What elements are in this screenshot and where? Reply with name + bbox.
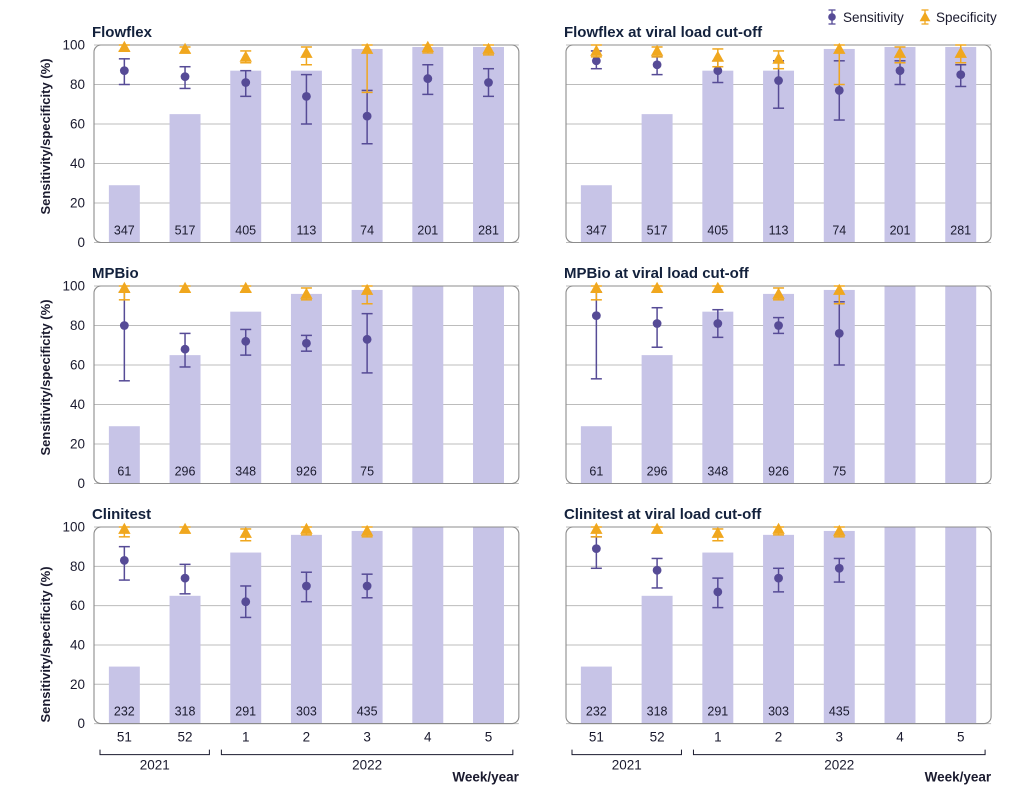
svg-text:405: 405 xyxy=(236,223,257,237)
svg-text:52: 52 xyxy=(650,729,665,744)
svg-text:1: 1 xyxy=(242,729,250,744)
svg-text:75: 75 xyxy=(360,464,374,478)
svg-text:Clinitest at viral load cut-of: Clinitest at viral load cut-off xyxy=(564,505,762,522)
svg-text:51: 51 xyxy=(589,729,604,744)
svg-text:100: 100 xyxy=(63,38,85,53)
svg-text:Week/year: Week/year xyxy=(925,769,992,784)
svg-text:0: 0 xyxy=(78,235,85,250)
svg-text:20: 20 xyxy=(70,676,85,691)
svg-text:4: 4 xyxy=(424,729,432,744)
svg-text:0: 0 xyxy=(78,476,85,491)
svg-text:20: 20 xyxy=(70,195,85,210)
svg-text:100: 100 xyxy=(63,278,85,293)
svg-text:348: 348 xyxy=(708,464,729,478)
svg-text:291: 291 xyxy=(708,704,729,718)
svg-text:5: 5 xyxy=(957,729,965,744)
svg-text:4: 4 xyxy=(897,729,905,744)
svg-text:347: 347 xyxy=(586,223,607,237)
svg-text:517: 517 xyxy=(647,223,668,237)
svg-text:100: 100 xyxy=(63,519,86,534)
svg-text:80: 80 xyxy=(70,318,85,333)
svg-text:296: 296 xyxy=(175,464,196,478)
svg-text:2022: 2022 xyxy=(352,757,382,772)
svg-text:2: 2 xyxy=(303,729,310,744)
svg-text:2022: 2022 xyxy=(825,757,855,772)
svg-text:20: 20 xyxy=(70,436,85,451)
svg-text:74: 74 xyxy=(360,223,374,237)
svg-text:60: 60 xyxy=(70,117,85,132)
svg-text:347: 347 xyxy=(114,223,135,237)
svg-text:296: 296 xyxy=(647,464,668,478)
svg-text:61: 61 xyxy=(118,464,132,478)
svg-text:Sensitivity: Sensitivity xyxy=(843,10,904,25)
svg-text:232: 232 xyxy=(586,704,607,718)
svg-text:60: 60 xyxy=(70,357,85,372)
svg-text:517: 517 xyxy=(175,223,196,237)
svg-text:2: 2 xyxy=(775,729,783,744)
svg-text:61: 61 xyxy=(590,464,604,478)
svg-text:MPBio: MPBio xyxy=(92,265,139,282)
svg-text:MPBio at viral load cut-off: MPBio at viral load cut-off xyxy=(564,265,750,282)
svg-text:348: 348 xyxy=(236,464,257,478)
svg-text:80: 80 xyxy=(70,77,85,92)
svg-text:2021: 2021 xyxy=(612,757,642,772)
svg-text:318: 318 xyxy=(647,704,668,718)
svg-text:40: 40 xyxy=(70,156,85,171)
svg-text:40: 40 xyxy=(70,397,85,412)
svg-text:3: 3 xyxy=(836,729,844,744)
svg-text:435: 435 xyxy=(357,704,378,718)
svg-text:0: 0 xyxy=(78,716,86,731)
svg-text:52: 52 xyxy=(178,729,193,744)
svg-text:Flowflex at viral load cut-off: Flowflex at viral load cut-off xyxy=(564,24,763,41)
svg-text:Week/year: Week/year xyxy=(453,769,520,784)
svg-text:80: 80 xyxy=(70,558,85,573)
svg-text:281: 281 xyxy=(951,223,972,237)
svg-text:303: 303 xyxy=(296,704,317,718)
svg-text:926: 926 xyxy=(296,464,317,478)
svg-text:51: 51 xyxy=(117,729,132,744)
svg-text:281: 281 xyxy=(478,223,499,237)
svg-text:75: 75 xyxy=(833,464,847,478)
svg-text:Clinitest: Clinitest xyxy=(92,505,151,522)
svg-text:435: 435 xyxy=(829,704,850,718)
svg-text:926: 926 xyxy=(768,464,789,478)
svg-text:5: 5 xyxy=(485,729,493,744)
svg-text:Specificity: Specificity xyxy=(936,10,997,25)
svg-text:113: 113 xyxy=(769,223,789,237)
svg-text:74: 74 xyxy=(833,223,847,237)
svg-text:3: 3 xyxy=(364,729,372,744)
svg-text:1: 1 xyxy=(714,729,722,744)
svg-text:303: 303 xyxy=(768,704,789,718)
svg-text:40: 40 xyxy=(70,637,85,652)
svg-text:405: 405 xyxy=(708,223,729,237)
svg-text:60: 60 xyxy=(70,598,85,613)
svg-text:291: 291 xyxy=(236,704,257,718)
svg-text:201: 201 xyxy=(418,223,439,237)
svg-text:2021: 2021 xyxy=(140,757,170,772)
svg-text:113: 113 xyxy=(297,223,317,237)
svg-text:201: 201 xyxy=(890,223,911,237)
svg-text:232: 232 xyxy=(114,704,135,718)
svg-text:318: 318 xyxy=(175,704,196,718)
svg-text:Flowflex: Flowflex xyxy=(92,24,153,41)
